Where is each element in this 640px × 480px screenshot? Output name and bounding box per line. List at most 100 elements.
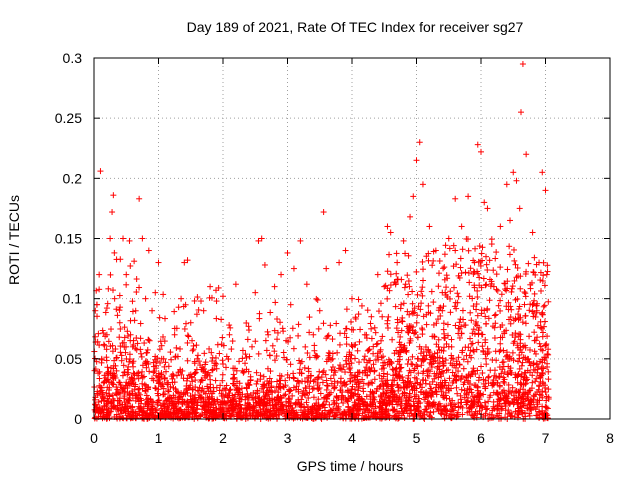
data-point xyxy=(217,409,224,416)
data-point xyxy=(428,393,435,400)
data-point xyxy=(433,320,440,327)
data-point xyxy=(262,337,269,344)
data-point xyxy=(229,338,236,345)
data-point xyxy=(166,394,173,401)
data-point xyxy=(414,355,421,362)
data-point xyxy=(272,411,279,418)
data-point xyxy=(208,349,215,356)
data-point xyxy=(536,408,543,415)
data-point xyxy=(193,366,200,373)
data-point xyxy=(264,328,271,335)
data-point xyxy=(491,405,498,412)
data-point xyxy=(252,338,259,345)
data-point xyxy=(126,391,133,398)
data-point xyxy=(460,381,467,388)
data-point xyxy=(356,338,363,345)
data-point xyxy=(362,405,369,412)
data-point xyxy=(459,411,466,418)
data-point xyxy=(426,223,433,230)
data-point xyxy=(409,327,416,334)
data-point xyxy=(415,303,422,310)
data-point xyxy=(377,348,384,355)
data-point xyxy=(113,367,120,374)
data-point xyxy=(323,265,330,272)
data-point xyxy=(311,347,318,354)
data-point xyxy=(132,397,139,404)
data-point xyxy=(132,381,139,388)
data-point xyxy=(219,397,226,404)
data-point xyxy=(404,360,411,367)
data-point xyxy=(404,272,411,279)
data-point xyxy=(343,341,350,348)
data-point xyxy=(226,410,233,417)
data-point xyxy=(531,297,538,304)
data-point xyxy=(411,309,418,316)
data-point xyxy=(274,336,281,343)
data-point xyxy=(455,368,462,375)
data-point xyxy=(436,304,443,311)
data-point xyxy=(273,378,280,385)
data-point xyxy=(236,406,243,413)
data-point xyxy=(172,402,179,409)
data-point xyxy=(297,237,304,244)
data-point xyxy=(99,327,106,334)
data-point xyxy=(97,384,104,391)
data-point xyxy=(457,316,464,323)
data-point xyxy=(396,394,403,401)
data-point xyxy=(114,397,121,404)
data-point xyxy=(434,364,441,371)
data-point xyxy=(544,405,551,412)
data-point xyxy=(497,340,504,347)
data-point xyxy=(206,294,213,301)
data-point xyxy=(370,413,377,420)
data-point xyxy=(101,342,108,349)
data-point xyxy=(442,407,449,414)
data-point xyxy=(223,353,230,360)
data-point xyxy=(439,408,446,415)
data-point xyxy=(508,285,515,292)
data-point xyxy=(94,313,101,320)
data-point xyxy=(497,223,504,230)
data-point xyxy=(253,369,260,376)
data-point xyxy=(226,331,233,338)
data-point xyxy=(117,349,124,356)
data-point xyxy=(271,327,278,334)
data-point xyxy=(138,397,145,404)
data-point xyxy=(326,354,333,361)
data-point xyxy=(539,311,546,318)
data-point xyxy=(462,269,469,276)
data-point xyxy=(359,410,366,417)
y-tick-label: 0.25 xyxy=(55,110,82,126)
data-point xyxy=(107,400,114,407)
data-point xyxy=(380,373,387,380)
data-point xyxy=(147,396,154,403)
data-point xyxy=(389,366,396,373)
data-point xyxy=(341,330,348,337)
data-point xyxy=(305,374,312,381)
data-point xyxy=(534,322,541,329)
data-point xyxy=(326,401,333,408)
data-point xyxy=(422,390,429,397)
data-point xyxy=(207,384,214,391)
data-point xyxy=(432,247,439,254)
data-point xyxy=(103,331,110,338)
data-point xyxy=(184,410,191,417)
data-point xyxy=(387,271,394,278)
data-point xyxy=(485,398,492,405)
data-point xyxy=(213,365,220,372)
data-point xyxy=(359,401,366,408)
data-point xyxy=(506,243,513,250)
data-point xyxy=(209,354,216,361)
data-point xyxy=(371,324,378,331)
data-point xyxy=(142,295,149,302)
data-point xyxy=(189,386,196,393)
data-point xyxy=(420,277,427,284)
data-point xyxy=(291,375,298,382)
data-point xyxy=(493,357,500,364)
data-point xyxy=(482,355,489,362)
data-point xyxy=(223,401,230,408)
data-point xyxy=(483,281,490,288)
data-point xyxy=(383,383,390,390)
data-point xyxy=(406,324,413,331)
data-point xyxy=(434,349,441,356)
